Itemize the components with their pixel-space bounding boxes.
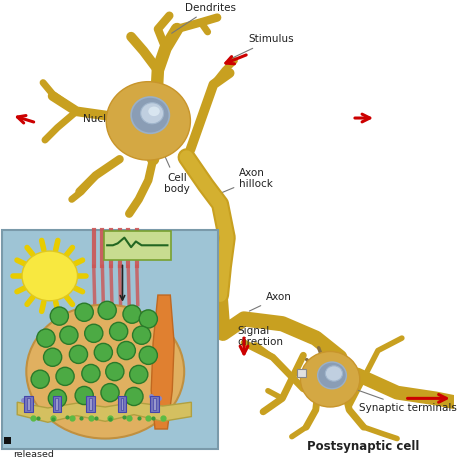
Text: Dendrites: Dendrites xyxy=(172,3,236,33)
FancyBboxPatch shape xyxy=(150,396,159,412)
Bar xyxy=(2,230,218,449)
Circle shape xyxy=(139,346,157,364)
Circle shape xyxy=(31,370,49,388)
Ellipse shape xyxy=(141,103,164,124)
Ellipse shape xyxy=(325,366,343,381)
FancyBboxPatch shape xyxy=(4,437,11,444)
Text: Ca²⁺: Ca²⁺ xyxy=(5,379,26,388)
Circle shape xyxy=(117,341,136,360)
Circle shape xyxy=(123,305,141,323)
FancyBboxPatch shape xyxy=(24,396,33,412)
Ellipse shape xyxy=(131,97,169,133)
FancyBboxPatch shape xyxy=(55,398,58,410)
Circle shape xyxy=(37,329,55,347)
FancyBboxPatch shape xyxy=(297,369,306,377)
Circle shape xyxy=(109,322,128,340)
Circle shape xyxy=(50,307,68,325)
Ellipse shape xyxy=(22,251,78,301)
Text: Nucleus: Nucleus xyxy=(83,113,150,124)
Circle shape xyxy=(106,363,124,381)
Text: Axon
hillock: Axon hillock xyxy=(220,168,273,194)
Circle shape xyxy=(44,348,62,366)
Text: Presynaptic cell: Presynaptic cell xyxy=(5,247,110,260)
FancyBboxPatch shape xyxy=(118,396,126,412)
FancyBboxPatch shape xyxy=(153,398,156,410)
Circle shape xyxy=(56,367,74,386)
Text: Signal
direction: Signal direction xyxy=(237,325,283,347)
Circle shape xyxy=(125,388,143,406)
Circle shape xyxy=(69,345,88,363)
Text: Stimulus: Stimulus xyxy=(229,34,294,59)
Ellipse shape xyxy=(106,81,191,160)
FancyBboxPatch shape xyxy=(120,398,123,410)
FancyBboxPatch shape xyxy=(53,396,61,412)
Circle shape xyxy=(98,301,116,319)
Circle shape xyxy=(75,387,93,405)
Circle shape xyxy=(139,310,157,328)
Ellipse shape xyxy=(27,305,184,438)
Text: Synaptic terminals: Synaptic terminals xyxy=(314,375,456,413)
Polygon shape xyxy=(151,295,174,429)
Text: Neurotransmitter
released: Neurotransmitter released xyxy=(13,439,96,459)
Circle shape xyxy=(48,389,66,407)
Circle shape xyxy=(75,303,93,321)
FancyBboxPatch shape xyxy=(89,398,92,410)
Circle shape xyxy=(85,324,103,343)
Circle shape xyxy=(82,364,100,382)
Ellipse shape xyxy=(318,362,346,389)
Text: Action
potential: Action potential xyxy=(170,236,219,255)
Text: ·Ca²⁺: ·Ca²⁺ xyxy=(155,388,179,397)
Circle shape xyxy=(60,326,78,344)
FancyBboxPatch shape xyxy=(104,231,171,260)
Ellipse shape xyxy=(301,351,360,407)
Text: Synaptic
cleft: Synaptic cleft xyxy=(157,376,215,408)
Ellipse shape xyxy=(148,106,160,116)
Circle shape xyxy=(94,344,112,362)
Circle shape xyxy=(101,383,119,402)
Circle shape xyxy=(133,326,151,344)
Text: Postsynaptic cell: Postsynaptic cell xyxy=(308,440,420,453)
Text: Axon: Axon xyxy=(249,292,292,311)
Circle shape xyxy=(130,365,148,383)
FancyBboxPatch shape xyxy=(86,396,95,412)
FancyBboxPatch shape xyxy=(27,398,30,410)
Text: Cell
body: Cell body xyxy=(161,147,190,194)
Text: Synaptic
vesicles: Synaptic vesicles xyxy=(146,309,215,332)
Polygon shape xyxy=(17,402,191,422)
